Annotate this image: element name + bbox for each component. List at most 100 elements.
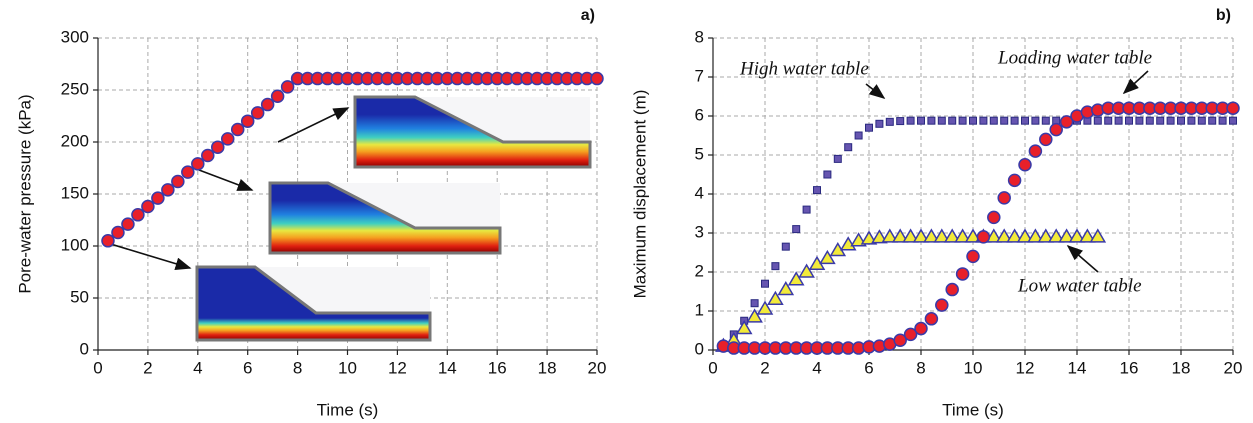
data-point xyxy=(833,154,842,163)
y-tick-label: 5 xyxy=(695,144,704,163)
y-tick-label: 7 xyxy=(695,66,704,85)
data-point xyxy=(1007,173,1022,188)
data-point xyxy=(1041,116,1050,125)
data-point xyxy=(171,174,185,189)
arrow xyxy=(103,241,192,270)
x-tick-label: 8 xyxy=(293,358,302,377)
data-point xyxy=(844,143,853,152)
x-tick-label: 4 xyxy=(193,358,202,377)
data-point xyxy=(854,131,863,140)
data-point xyxy=(966,249,980,264)
data-point xyxy=(902,228,919,243)
data-point xyxy=(1028,144,1043,158)
data-point xyxy=(1049,122,1063,137)
annotation: High water table xyxy=(739,58,869,79)
data-point xyxy=(111,225,125,240)
data-point xyxy=(1037,228,1055,243)
data-point xyxy=(1000,116,1009,125)
y-tick-label: 200 xyxy=(61,131,89,150)
data-point xyxy=(101,234,115,248)
data-point xyxy=(1226,101,1240,115)
data-point xyxy=(1125,116,1133,125)
data-point xyxy=(885,117,894,126)
y-tick-label: 250 xyxy=(61,79,89,98)
data-point xyxy=(954,228,971,243)
data-point xyxy=(948,116,957,125)
data-point xyxy=(995,228,1013,243)
data-point xyxy=(1145,116,1154,125)
data-point xyxy=(750,299,759,308)
data-point xyxy=(761,279,769,288)
data-point xyxy=(590,71,604,86)
data-point xyxy=(917,116,925,125)
data-point xyxy=(923,228,940,243)
y-tick-label: 0 xyxy=(695,339,704,358)
panel-label: a) xyxy=(581,7,595,24)
data-point xyxy=(989,116,998,125)
x-tick-label: 16 xyxy=(1120,358,1139,377)
data-point xyxy=(735,320,753,335)
data-point xyxy=(985,228,1003,243)
arrow xyxy=(198,169,254,191)
data-point xyxy=(1031,116,1040,125)
x-tick-label: 0 xyxy=(93,358,102,377)
data-point xyxy=(1089,228,1107,243)
data-point xyxy=(937,116,946,125)
y-tick-label: 300 xyxy=(61,27,89,46)
annotation: Loading water table xyxy=(997,47,1152,68)
x-axis-label: Time (s) xyxy=(942,400,1004,419)
annotation: Low water table xyxy=(1017,275,1142,296)
data-point xyxy=(121,217,135,231)
data-point xyxy=(1039,132,1053,147)
arrow xyxy=(277,107,350,143)
y-tick-label: 6 xyxy=(695,105,704,124)
inset-profile xyxy=(353,95,592,169)
data-point xyxy=(1093,116,1102,125)
data-point xyxy=(979,116,988,125)
data-point xyxy=(798,263,815,278)
y-tick-label: 0 xyxy=(80,339,89,358)
x-axis-label: Time (s) xyxy=(317,400,379,419)
data-point xyxy=(1010,116,1019,125)
data-point xyxy=(912,228,930,243)
x-tick-label: 12 xyxy=(1016,358,1035,377)
x-tick-label: 14 xyxy=(438,358,457,377)
data-point xyxy=(823,170,832,179)
x-tick-label: 2 xyxy=(760,358,769,377)
data-point xyxy=(819,249,836,265)
data-point xyxy=(903,327,918,342)
annotation-arrow xyxy=(1122,70,1149,95)
y-tick-label: 4 xyxy=(695,183,704,202)
data-point xyxy=(924,312,939,326)
x-tick-label: 6 xyxy=(864,358,873,377)
data-point xyxy=(151,191,165,205)
data-point xyxy=(220,132,235,146)
data-point xyxy=(1018,158,1032,172)
data-point xyxy=(781,242,790,251)
data-point xyxy=(771,262,780,271)
data-point xyxy=(1058,228,1075,243)
y-tick-label: 3 xyxy=(695,222,704,241)
data-point xyxy=(270,89,285,103)
data-point xyxy=(191,157,205,171)
data-point xyxy=(935,298,949,312)
x-tick-label: 14 xyxy=(1068,358,1087,377)
y-tick-label: 150 xyxy=(61,183,89,202)
data-point xyxy=(1218,116,1227,125)
data-point xyxy=(1156,116,1165,125)
x-tick-label: 2 xyxy=(143,358,152,377)
y-tick-label: 50 xyxy=(70,287,89,306)
y-tick-label: 1 xyxy=(695,300,704,319)
data-point xyxy=(211,140,225,154)
data-point xyxy=(181,165,195,179)
data-point xyxy=(927,116,936,125)
data-point xyxy=(896,117,905,126)
data-point xyxy=(860,230,878,245)
data-point xyxy=(976,230,991,244)
x-tick-label: 16 xyxy=(488,358,507,377)
data-point xyxy=(893,333,907,347)
data-point xyxy=(250,106,265,120)
data-point xyxy=(955,267,970,281)
data-point xyxy=(240,114,255,128)
